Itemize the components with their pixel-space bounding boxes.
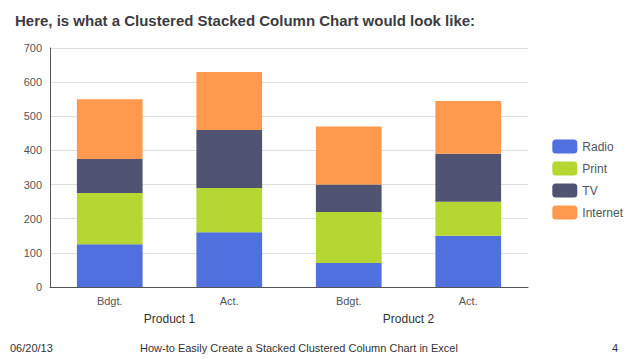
svg-text:200: 200 (24, 213, 42, 225)
svg-text:0: 0 (36, 281, 42, 293)
svg-text:Product 1: Product 1 (144, 312, 196, 326)
svg-text:Radio: Radio (582, 140, 614, 154)
svg-text:Bdgt.: Bdgt. (97, 295, 123, 307)
svg-text:06/20/13: 06/20/13 (10, 342, 53, 354)
svg-text:100: 100 (24, 247, 42, 259)
svg-text:700: 700 (24, 42, 42, 54)
svg-text:Bdgt.: Bdgt. (336, 295, 362, 307)
svg-text:600: 600 (24, 76, 42, 88)
svg-text:400: 400 (24, 144, 42, 156)
svg-text:500: 500 (24, 110, 42, 122)
svg-text:Act.: Act. (459, 295, 478, 307)
svg-text:Here, is what a Clustered Stac: Here, is what a Clustered Stacked Column… (15, 12, 475, 29)
svg-text:300: 300 (24, 179, 42, 191)
svg-text:Internet: Internet (582, 206, 623, 220)
svg-text:TV: TV (582, 184, 597, 198)
svg-text:Act.: Act. (220, 295, 239, 307)
svg-text:4: 4 (612, 342, 618, 354)
svg-text:How-to Easily Create a Stacked: How-to Easily Create a Stacked Clustered… (140, 342, 458, 354)
svg-text:Product 2: Product 2 (383, 312, 435, 326)
svg-text:Print: Print (582, 162, 607, 176)
